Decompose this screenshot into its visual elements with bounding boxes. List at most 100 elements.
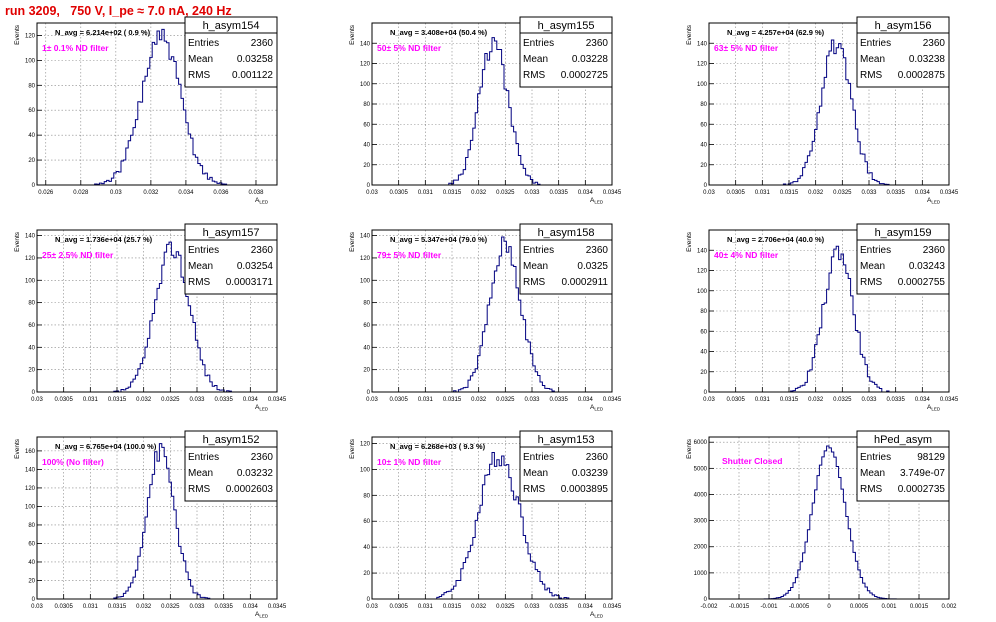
y-axis-label: Events <box>14 231 21 252</box>
y-tick-label: 80 <box>28 301 35 307</box>
x-tick-label: 0.0305 <box>389 397 408 403</box>
x-tick-label: 0.036 <box>213 190 229 196</box>
x-tick-label: 0.0335 <box>886 190 905 196</box>
y-tick-label: 100 <box>360 467 371 473</box>
y-tick-label: 60 <box>700 329 707 335</box>
stats-value-rms: 0.0002735 <box>898 484 946 495</box>
stats-box <box>519 430 613 502</box>
y-tick-label: 2000 <box>694 545 708 551</box>
x-tick-label: 0.032 <box>808 397 824 403</box>
x-tick-label: 0.0335 <box>214 604 233 610</box>
y-tick-label: 80 <box>363 493 370 499</box>
stats-value-entries: 2360 <box>586 38 609 49</box>
x-tick-label: 0.031 <box>755 190 771 196</box>
stats-key-mean: Mean <box>188 54 213 65</box>
histogram-panel-h_asym152: 0.03 0.0305 0.031 0.0315 0.032 0.0325 0.033 0.0… <box>14 430 287 619</box>
y-tick-label: 120 <box>360 62 371 68</box>
x-axis-label-base: A <box>927 404 932 411</box>
y-tick-label: 20 <box>363 571 370 577</box>
filter-label: 1± 0.1% ND filter <box>42 43 109 53</box>
y-tick-label: 160 <box>25 449 36 455</box>
y-tick-label: 0 <box>32 597 36 603</box>
stats-value-rms: 0.0002755 <box>898 277 946 288</box>
x-tick-label: 0.031 <box>755 397 771 403</box>
navg-label: N_avg = 6.268e+03 ( 9.3 %) <box>390 442 486 451</box>
x-tick-label: 0.0315 <box>443 604 462 610</box>
y-tick-label: 120 <box>697 62 708 68</box>
x-tick-label: 0.0305 <box>54 604 73 610</box>
y-axis-label: Events <box>349 24 356 45</box>
stats-box <box>856 223 950 295</box>
y-tick-label: 140 <box>697 248 708 254</box>
y-tick-label: 0 <box>367 183 371 189</box>
y-tick-label: 120 <box>25 256 36 262</box>
y-tick-label: 140 <box>697 41 708 47</box>
stats-title: h_asym154 <box>203 20 260 32</box>
stats-value-mean: 0.03232 <box>237 468 274 479</box>
y-tick-label: 6000 <box>694 440 708 446</box>
filter-label: 40± 4% ND filter <box>714 250 779 260</box>
navg-label: N_avg = 5.347e+04 (79.0 %) <box>390 235 488 244</box>
y-tick-label: 0 <box>704 183 708 189</box>
x-axis-label: ALED <box>255 404 269 412</box>
histogram-panel-h_asym159: 0.03 0.0305 0.031 0.0315 0.032 0.0325 0.033 0.0… <box>686 223 959 412</box>
y-tick-label: 0 <box>367 390 371 396</box>
x-tick-label: 0.032 <box>471 604 487 610</box>
stats-value-mean: 0.0325 <box>577 261 608 272</box>
y-axis-label: Events <box>686 438 693 459</box>
plot-frame <box>36 22 278 186</box>
stats-title: h_asym159 <box>875 227 932 239</box>
stats-key-rms: RMS <box>188 484 211 495</box>
filter-label: 100% (No filter) <box>42 457 104 467</box>
stats-value-mean: 0.03258 <box>237 54 274 65</box>
y-tick-label: 20 <box>700 163 707 169</box>
y-tick-label: 100 <box>697 289 708 295</box>
x-tick-label: 0.0335 <box>886 397 905 403</box>
stats-box <box>519 16 613 88</box>
filter-label: 25± 2.5% ND filter <box>42 250 114 260</box>
x-tick-label: 0.034 <box>915 397 931 403</box>
stats-title: h_asym155 <box>538 20 595 32</box>
x-tick-label: 0.038 <box>248 190 264 196</box>
y-tick-label: 140 <box>360 234 371 240</box>
y-tick-label: 5000 <box>694 466 708 472</box>
x-tick-label: 0.03 <box>31 397 43 403</box>
x-tick-label: 0.031 <box>418 397 434 403</box>
stats-value-entries: 2360 <box>586 452 609 463</box>
x-axis-label-base: A <box>927 197 932 204</box>
stats-key-mean: Mean <box>523 468 548 479</box>
histogram-panel-h_asym158: 0.03 0.0305 0.031 0.0315 0.032 0.0325 0.033 0.0… <box>349 223 622 412</box>
x-tick-label: 0.0315 <box>443 190 462 196</box>
stats-value-entries: 2360 <box>251 452 274 463</box>
x-tick-label: 0.033 <box>861 397 877 403</box>
x-tick-label: 0.032 <box>136 604 152 610</box>
stats-value-mean: 0.03243 <box>909 261 946 272</box>
stats-value-rms: 0.0002875 <box>898 70 946 81</box>
x-tick-label: 0.034 <box>578 190 594 196</box>
stats-box <box>856 16 950 88</box>
x-axis-label-base: A <box>590 611 595 618</box>
y-tick-label: 80 <box>363 301 370 307</box>
plot-frame <box>36 436 278 600</box>
x-tick-label: 0.0005 <box>850 604 869 610</box>
x-tick-label: 0.03 <box>366 397 378 403</box>
x-tick-label: 0.034 <box>578 604 594 610</box>
y-tick-label: 100 <box>25 58 36 64</box>
x-tick-label: 0.0335 <box>549 397 568 403</box>
x-tick-label: 0.026 <box>38 190 54 196</box>
stats-box <box>519 223 613 295</box>
y-axis-label: Events <box>14 24 21 45</box>
x-tick-label: 0.0315 <box>780 190 799 196</box>
y-tick-label: 0 <box>32 183 36 189</box>
y-tick-label: 0 <box>704 597 708 603</box>
x-tick-label: 0 <box>827 604 831 610</box>
y-tick-label: 100 <box>25 278 36 284</box>
histogram-panel-h_asym153: 0.03 0.0305 0.031 0.0315 0.032 0.0325 0.033 0.0… <box>349 430 622 619</box>
stats-box <box>184 223 278 295</box>
y-tick-label: 80 <box>28 523 35 529</box>
stats-key-mean: Mean <box>860 54 885 65</box>
stats-value-mean: 0.03239 <box>572 468 609 479</box>
stats-key-mean: Mean <box>523 54 548 65</box>
filter-label: 63± 5% ND filter <box>714 43 779 53</box>
x-tick-label: 0.002 <box>941 604 957 610</box>
